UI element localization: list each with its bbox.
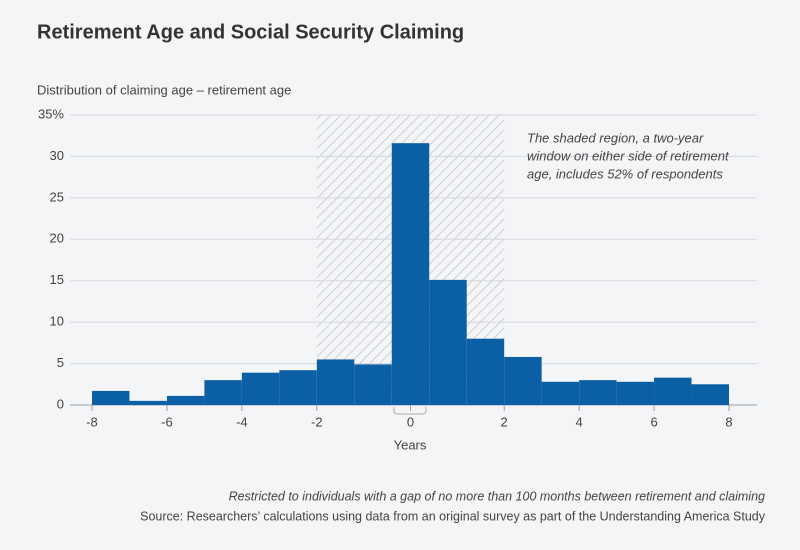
chart-title: Retirement Age and Social Security Claim… [37, 21, 464, 43]
note: Restricted to individuals with a gap of … [229, 489, 765, 503]
y-tick-label: 35% [38, 106, 64, 121]
x-tick-label: 0 [407, 414, 414, 429]
bar [316, 359, 355, 405]
bar [504, 356, 542, 405]
bar [204, 380, 242, 405]
bar [691, 384, 729, 405]
y-tick-label: 0 [57, 396, 64, 411]
annotation: The shaded region, a two-year [527, 130, 704, 145]
x-axis-label: Years [394, 437, 427, 452]
y-tick-label: 15 [50, 272, 64, 287]
bar [654, 377, 692, 405]
y-tick-label: 10 [50, 314, 64, 329]
bar [279, 370, 317, 405]
bar [429, 279, 467, 405]
bar [241, 372, 280, 405]
bar [579, 380, 617, 405]
zero-bracket [393, 407, 427, 415]
y-tick-label: 5 [57, 355, 64, 370]
x-tick-label: 6 [650, 414, 657, 429]
x-tick-label: 8 [725, 414, 732, 429]
annotation: window on either side of retirement [527, 148, 730, 163]
x-tick-label: 4 [576, 414, 583, 429]
y-tick-label: 20 [50, 231, 64, 246]
bar [466, 338, 505, 405]
x-tick-label: -2 [311, 414, 323, 429]
y-tick-label: 30 [50, 148, 64, 163]
note: Source: Researchers’ calculations using … [140, 509, 766, 523]
bar [92, 390, 130, 405]
bar [166, 395, 205, 405]
bar [391, 143, 430, 405]
x-tick-label: 2 [501, 414, 508, 429]
bar [541, 381, 580, 405]
bar [354, 364, 392, 405]
x-tick-label: -8 [86, 414, 98, 429]
y-axis-label: Distribution of claiming age – retiremen… [37, 82, 291, 97]
y-tick-label: 25 [50, 189, 64, 204]
x-tick-label: -4 [236, 414, 248, 429]
bar [129, 400, 167, 405]
x-tick-label: -6 [161, 414, 173, 429]
bar [616, 381, 655, 405]
annotation: age, includes 52% of respondents [527, 166, 723, 181]
